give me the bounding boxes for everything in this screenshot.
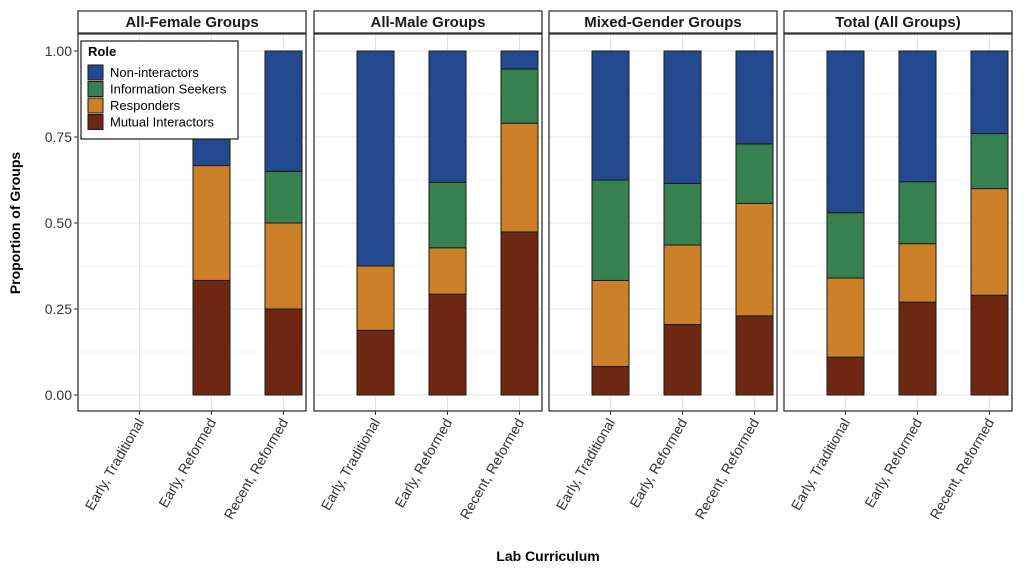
legend-swatch-responders	[87, 97, 104, 114]
bar-segment-responders	[356, 265, 395, 331]
bar-segment-information-seekers	[500, 68, 539, 124]
bar-segment-information-seekers	[591, 179, 630, 281]
bar-segment-mutual-interactors	[663, 323, 702, 396]
bar-segment-responders	[826, 277, 865, 358]
bar-segment-non-interactors	[591, 50, 630, 181]
x-tick-label: Early, Traditional	[788, 416, 853, 513]
y-tick-label: 0.50	[45, 215, 72, 231]
bar-early-traditional	[826, 50, 865, 396]
x-tick-label: Early, Reformed	[155, 416, 219, 511]
x-tick-label: Recent, Reformed	[456, 416, 527, 522]
y-tick-label: 1.00	[45, 43, 72, 59]
bar-segment-information-seekers	[826, 212, 865, 279]
bar-segment-non-interactors	[264, 50, 303, 172]
legend-label-mutual-interactors: Mutual Interactors	[110, 115, 215, 130]
bar-early-reformed	[428, 50, 467, 396]
bar-segment-mutual-interactors	[264, 308, 303, 396]
legend-label-responders: Responders	[110, 98, 181, 113]
x-tick-label: Recent, Reformed	[220, 416, 291, 522]
bar-segment-non-interactors	[826, 50, 865, 214]
x-tick-label: Early, Traditional	[82, 416, 147, 513]
bar-segment-non-interactors	[898, 50, 937, 183]
bar-segment-mutual-interactors	[192, 279, 231, 396]
panel-title: Total (All Groups)	[835, 14, 961, 31]
bar-recent-reformed	[970, 50, 1009, 396]
bar-segment-mutual-interactors	[735, 315, 774, 396]
y-axis-title: Proportion of Groups	[7, 152, 23, 295]
legend-swatch-non-interactors	[87, 64, 104, 81]
panel-border	[783, 33, 1013, 412]
bar-recent-reformed	[735, 50, 774, 396]
panel-title: All-Male Groups	[370, 14, 485, 31]
bar-segment-non-interactors	[428, 50, 467, 183]
bar-segment-responders	[898, 243, 937, 303]
bar-segment-non-interactors	[663, 50, 702, 184]
bar-segment-responders	[663, 244, 702, 325]
panel-strip	[77, 10, 307, 34]
bar-recent-reformed	[500, 50, 539, 396]
x-tick-label: Recent, Reformed	[691, 416, 762, 522]
panel-border	[313, 33, 543, 412]
legend-box	[80, 40, 239, 140]
bar-segment-responders	[264, 222, 303, 310]
panel-total-all-groups: Total (All Groups) Early, Traditional Earl…	[783, 10, 1013, 522]
panel-all-female-groups: All-Female Groups Early, Traditional Early…	[77, 10, 307, 522]
x-tick-label: Early, Reformed	[626, 416, 690, 511]
bar-segment-mutual-interactors	[826, 356, 865, 396]
panel-border	[548, 33, 778, 412]
bar-early-traditional	[356, 50, 395, 396]
bar-segment-responders	[192, 165, 231, 281]
x-axis-title: Lab Curriculum	[496, 548, 599, 564]
bar-segment-responders	[970, 188, 1009, 296]
legend-title: Role	[88, 44, 116, 59]
bar-segment-mutual-interactors	[428, 293, 467, 396]
bar-early-reformed	[663, 50, 702, 396]
legend-label-non-interactors: Non-interactors	[110, 65, 199, 80]
x-tick-label: Early, Reformed	[861, 416, 925, 511]
bar-segment-information-seekers	[970, 133, 1009, 190]
bar-segment-responders	[591, 279, 630, 367]
y-tick-label: 0.00	[45, 387, 72, 403]
panel-title: All-Female Groups	[125, 14, 258, 31]
panel-strip	[548, 10, 778, 34]
legend-swatch-mutual-interactors	[87, 114, 104, 130]
x-tick-label: Early, Traditional	[318, 416, 383, 513]
x-tick-label: Early, Reformed	[391, 416, 455, 511]
legend-label-information-seekers: Information Seekers	[110, 82, 227, 97]
bar-early-traditional	[591, 50, 630, 396]
bar-segment-responders	[428, 247, 467, 295]
bar-segment-non-interactors	[735, 50, 774, 145]
bar-segment-mutual-interactors	[356, 329, 395, 396]
bar-segment-mutual-interactors	[970, 294, 1009, 396]
bar-segment-non-interactors	[970, 50, 1009, 135]
panel-mixed-gender-groups: Mixed-Gender Groups Early, Traditional Ear…	[548, 10, 778, 522]
bar-segment-mutual-interactors	[500, 231, 539, 396]
panel-strip	[313, 10, 543, 34]
bar-segment-mutual-interactors	[591, 365, 630, 396]
bar-segment-non-interactors	[356, 50, 395, 267]
bar-early-reformed	[898, 50, 937, 396]
bar-segment-information-seekers	[898, 181, 937, 245]
bar-recent-reformed	[264, 50, 303, 396]
bar-segment-information-seekers	[663, 182, 702, 246]
bar-segment-mutual-interactors	[898, 301, 937, 396]
bar-segment-responders	[500, 122, 539, 233]
bar-segment-information-seekers	[264, 170, 303, 224]
bar-segment-responders	[735, 202, 774, 317]
panel-all-male-groups: All-Male Groups Early, Traditional Early, …	[313, 10, 543, 522]
panel-title: Mixed-Gender Groups	[584, 14, 742, 31]
legend-swatch-information-seekers	[87, 81, 104, 97]
panel-strip	[783, 10, 1013, 34]
legend: Role Non-interactors Information SeekersRe…	[80, 40, 239, 140]
x-tick-label: Recent, Reformed	[926, 416, 997, 522]
y-tick-label: 0.25	[45, 301, 72, 317]
bar-segment-information-seekers	[735, 143, 774, 204]
bar-segment-non-interactors	[500, 50, 539, 70]
bar-segment-information-seekers	[428, 181, 467, 249]
y-tick-label: 0.75	[45, 129, 72, 145]
x-tick-label: Early, Traditional	[553, 416, 618, 513]
y-axis: 0.00 0.25 0.50 0.75 1.00	[45, 43, 78, 403]
